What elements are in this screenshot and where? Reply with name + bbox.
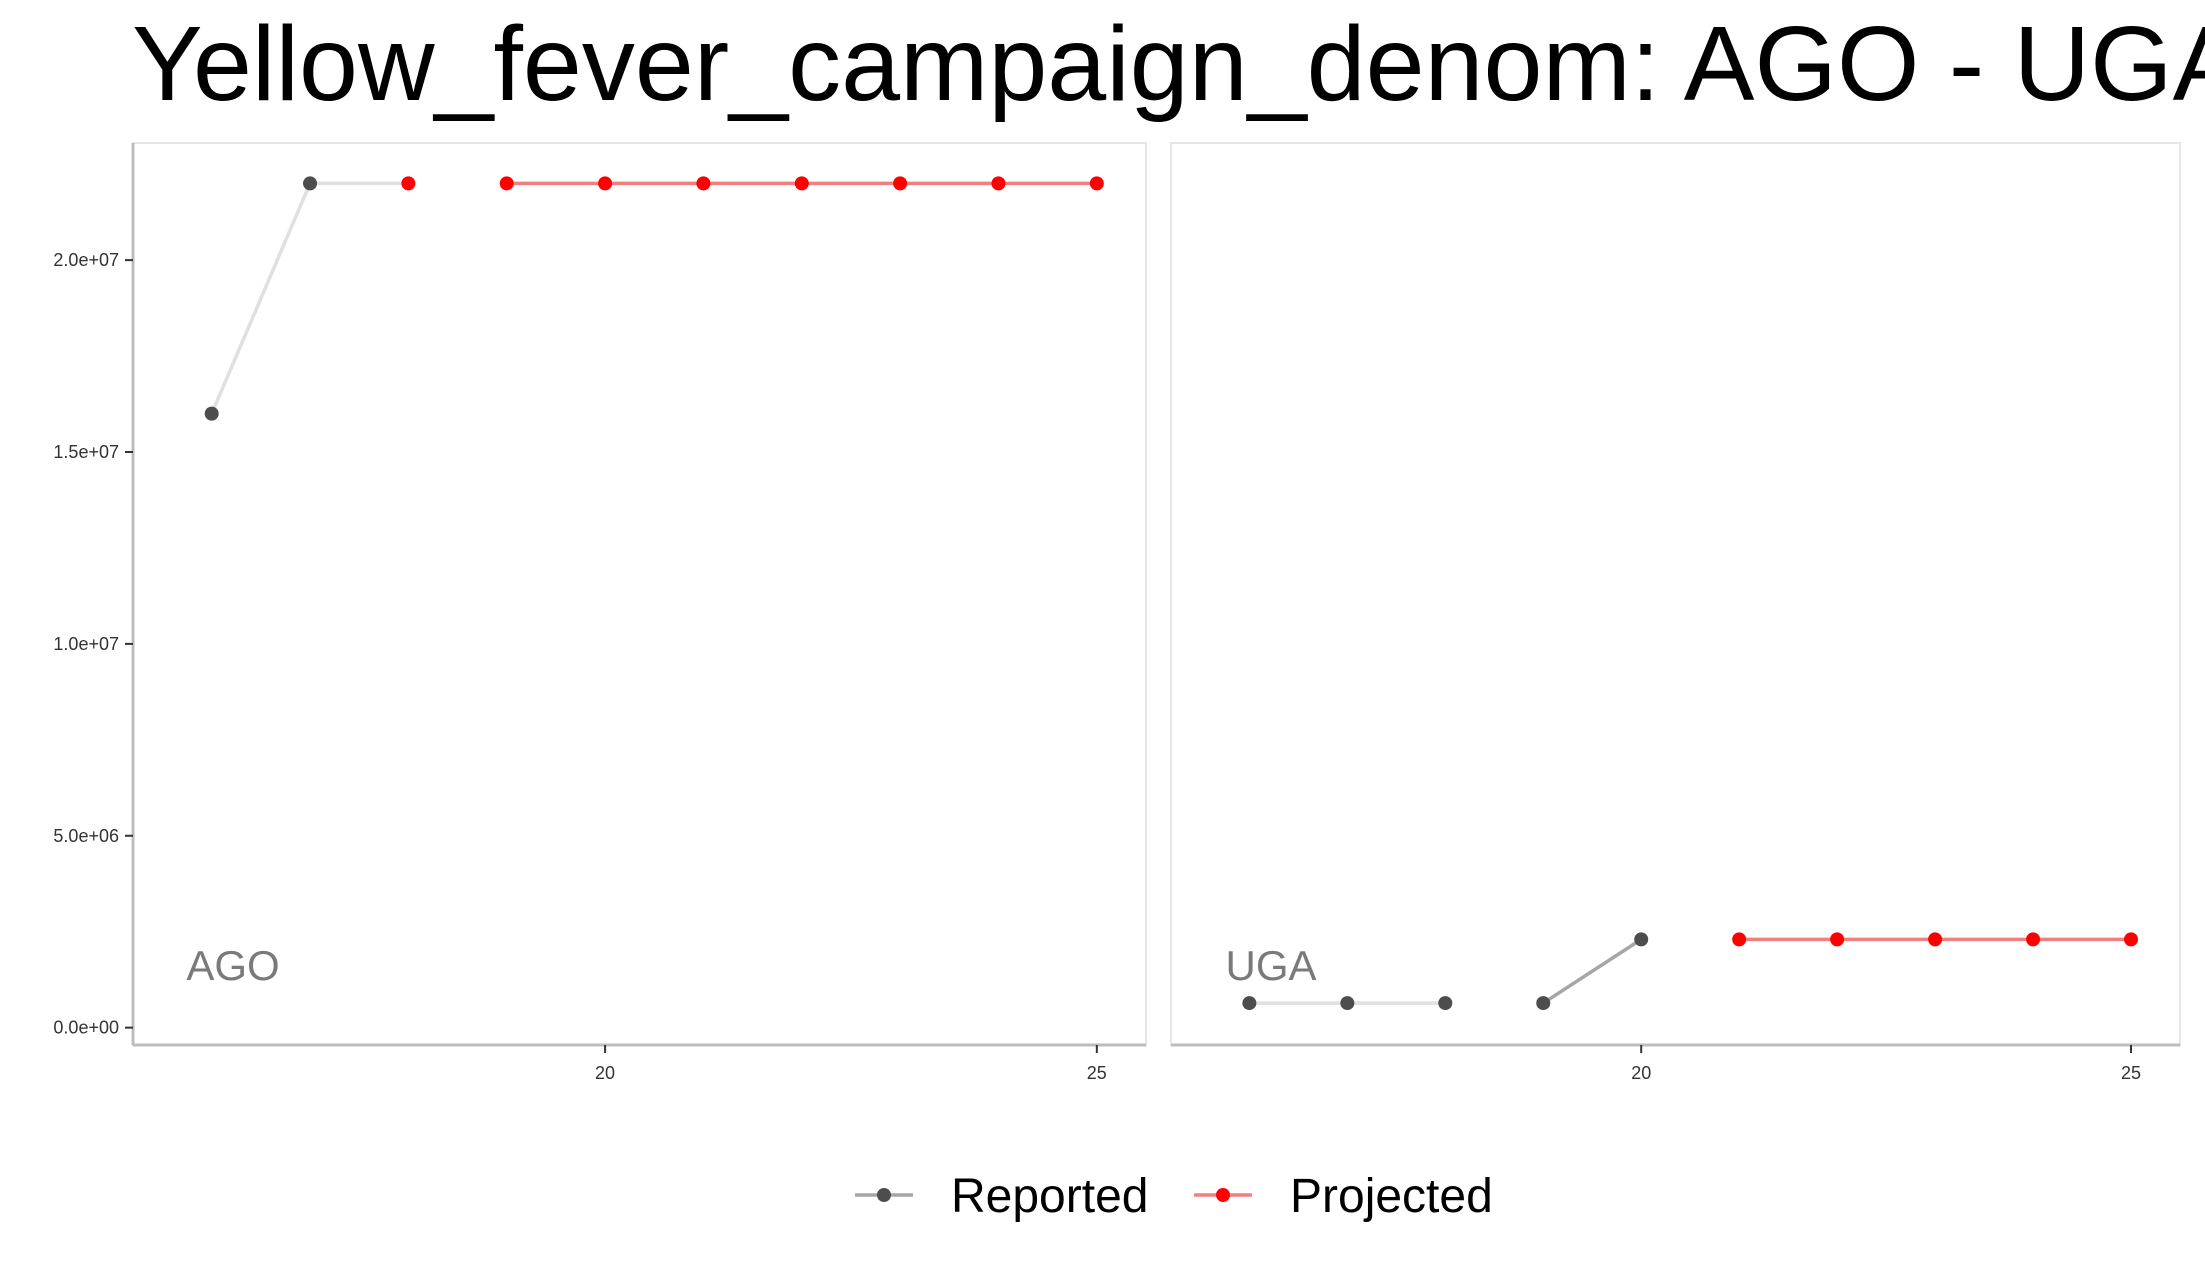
legend-label: Projected xyxy=(1290,1170,1493,1223)
legend: Reported Projected xyxy=(855,1170,1493,1223)
y-tick-label: 1.0e+07 xyxy=(53,634,119,654)
projected-point xyxy=(401,176,416,191)
x-tick-label: 25 xyxy=(2121,1063,2141,1083)
projected-point xyxy=(1732,932,1747,947)
legend-item-reported: Reported xyxy=(855,1170,1148,1223)
projected-point xyxy=(2026,932,2041,947)
x-tick-label: 25 xyxy=(1087,1063,1107,1083)
legend-key-point xyxy=(877,1188,891,1202)
projected-point xyxy=(598,176,613,191)
y-tick-label: 0.0e+00 xyxy=(53,1018,119,1038)
legend-label: Reported xyxy=(951,1170,1148,1223)
panel-ago: 0.0e+00 5.0e+06 1.0e+07 1.5e+07 2.0e+07 20 25 A… xyxy=(53,142,1147,1083)
panel-uga: 20 25 UGA xyxy=(1170,142,2181,1083)
chart-title: Yellow_fever_campaign_denom: AGO - UGA xyxy=(132,5,2205,123)
reported-point xyxy=(1340,996,1355,1011)
panels: 0.0e+00 5.0e+06 1.0e+07 1.5e+07 2.0e+07 20 25 A… xyxy=(53,142,2181,1083)
y-tick-label: 1.5e+07 xyxy=(53,442,119,462)
projected-point xyxy=(1089,176,1104,191)
projected-point xyxy=(2124,932,2139,947)
reported-point xyxy=(1438,996,1453,1011)
panel-border xyxy=(132,142,1147,1046)
legend-item-projected: Projected xyxy=(1194,1170,1493,1223)
reported-point xyxy=(1634,932,1649,947)
reported-point xyxy=(303,176,318,191)
projected-point xyxy=(1830,932,1845,947)
projected-point xyxy=(499,176,514,191)
projected-point xyxy=(1928,932,1943,947)
x-tick-label: 20 xyxy=(1631,1063,1651,1083)
projected-point xyxy=(991,176,1006,191)
y-tick-label: 5.0e+06 xyxy=(53,826,119,846)
legend-key-point xyxy=(1216,1188,1230,1202)
projected-point xyxy=(794,176,809,191)
facet-label: UGA xyxy=(1225,942,1316,989)
x-tick-label: 20 xyxy=(595,1063,615,1083)
projected-point xyxy=(696,176,711,191)
reported-point xyxy=(1242,996,1257,1011)
reported-point xyxy=(204,406,219,421)
reported-point xyxy=(1536,996,1551,1011)
facet-label: AGO xyxy=(186,942,279,989)
series-line-segment xyxy=(1542,937,1643,1005)
projected-point xyxy=(893,176,908,191)
y-tick-label: 2.0e+07 xyxy=(53,250,119,270)
series-line-segment xyxy=(210,182,312,415)
panel-border xyxy=(1170,142,2181,1046)
